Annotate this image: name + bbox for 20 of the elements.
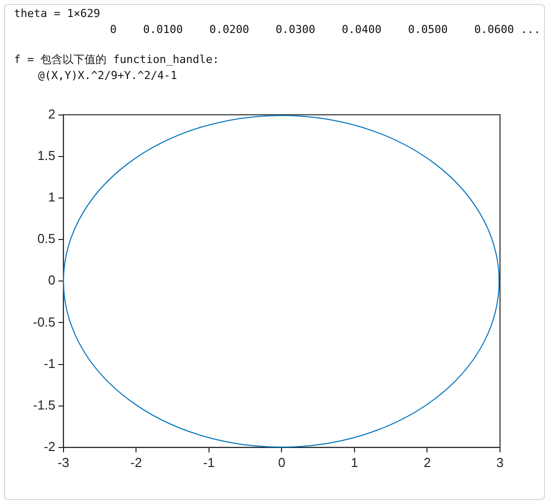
y-tick-label: 2 xyxy=(48,106,56,122)
text: f = 包含以下值的 function_handle: xyxy=(14,52,220,68)
y-tick-label: 1.5 xyxy=(37,148,56,163)
x-tick-label: -3 xyxy=(58,454,70,470)
text: @(X,Y)X.^2/9+Y.^2/4-1 xyxy=(37,68,178,84)
x-tick-label: 2 xyxy=(424,454,431,470)
y-tick-label: -1 xyxy=(44,356,56,371)
x-tick-label: 1 xyxy=(350,454,358,470)
x-tick-label: 0 xyxy=(278,454,286,470)
text: theta = 1×629 xyxy=(14,6,102,22)
y-tick-label: -1.5 xyxy=(32,397,56,412)
x-tick-label: -2 xyxy=(130,454,142,470)
y-tick-label: -0.5 xyxy=(32,314,56,330)
y-tick-label: 0.5 xyxy=(37,231,56,246)
y-tick-label: 0 xyxy=(48,272,56,288)
y-tick-label: -2 xyxy=(44,438,56,454)
x-tick-label: -1 xyxy=(203,454,215,470)
text: 0 0.0100 0.0200 0.0300 0.0400 0.0500 0.0600 ... xyxy=(109,22,540,38)
y-tick-label: 1 xyxy=(48,190,56,205)
x-tick-label: 3 xyxy=(496,454,504,470)
